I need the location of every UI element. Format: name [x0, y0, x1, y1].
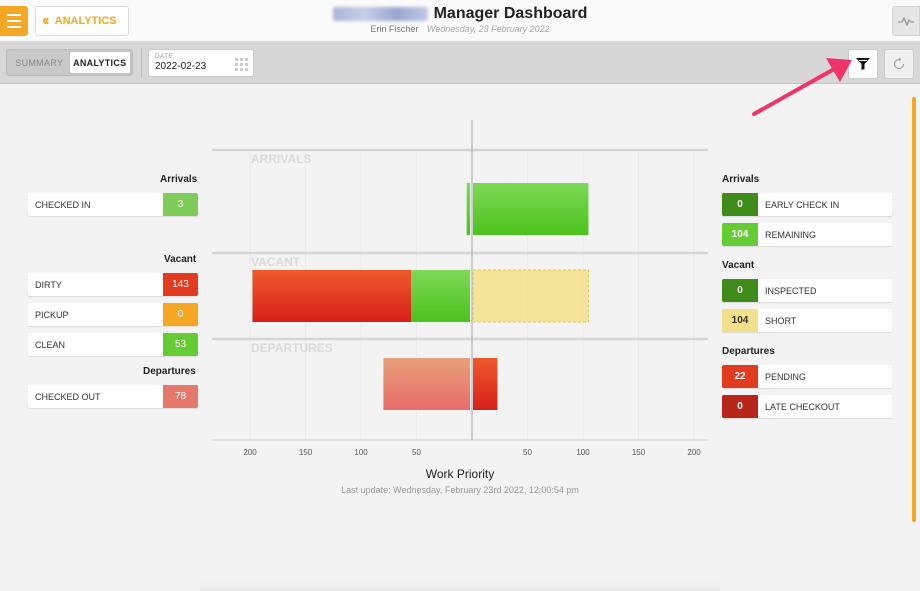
stat-value: 143 [163, 273, 198, 296]
activity-icon [898, 16, 914, 26]
bottom-edge [200, 582, 720, 591]
work-priority-chart: ARRIVALS VACANT DEPARTURES 200 150 100 50 50 100… [212, 120, 708, 457]
date-picker-label: DATE [155, 53, 174, 60]
annotation-arrow-icon [752, 58, 852, 116]
tick-label: 200 [243, 448, 257, 457]
refresh-button[interactable] [884, 49, 914, 79]
date-picker[interactable]: DATE 2022-02-23 [148, 49, 254, 77]
bar-dirty [252, 270, 412, 322]
stat-value: 0 [722, 279, 758, 302]
stat-label: LATE CHECKOUT [765, 401, 840, 412]
stat-value: 0 [722, 193, 758, 216]
left-departures-heading: Departures [143, 366, 196, 377]
stat-value: 78 [163, 385, 198, 408]
tick-label: 50 [412, 448, 421, 457]
stat-row-pending[interactable]: 22 PENDING [722, 365, 892, 388]
stat-row-short[interactable]: 104 SHORT [722, 309, 892, 332]
right-departures-heading: Departures [722, 346, 775, 357]
stat-row-checked-out[interactable]: CHECKED OUT 78 [28, 385, 198, 408]
stat-label: CLEAN [35, 339, 66, 350]
row-label-arrivals: ARRIVALS [251, 152, 311, 166]
hamburger-menu-button[interactable] [0, 6, 28, 36]
header-date: Wednesday, 23 February 2022 [426, 24, 550, 34]
blurred-property-name [332, 7, 428, 21]
bar-clean [411, 270, 470, 322]
calendar-grid-icon [235, 58, 248, 71]
stat-row-inspected[interactable]: 0 INSPECTED [722, 279, 892, 302]
right-arrivals-heading: Arrivals [722, 174, 760, 185]
user-name: Erin Fischer [370, 24, 419, 34]
row-label-departures: DEPARTURES [251, 341, 333, 355]
menu-line-icon [7, 20, 21, 22]
page-title: Manager Dashboard [433, 5, 588, 22]
tick-label: 50 [523, 448, 532, 457]
back-button-label: ANALYTICS [54, 15, 117, 27]
double-chevron-left-icon: ‹‹ [42, 12, 49, 29]
stat-label: DIRTY [35, 279, 62, 290]
stat-row-pickup[interactable]: PICKUP 0 [28, 303, 198, 326]
view-switcher: SUMMARY ANALYTICS [6, 49, 133, 76]
activity-chart-button[interactable] [892, 6, 920, 36]
stat-value: 0 [722, 395, 758, 418]
date-picker-value: 2022-02-23 [155, 61, 207, 72]
refresh-icon [893, 57, 905, 70]
bar-checked-in [466, 183, 470, 235]
menu-line-icon [7, 14, 21, 16]
left-arrivals-heading: Arrivals [160, 174, 198, 185]
back-to-analytics-button[interactable]: ‹‹ ANALYTICS [35, 6, 129, 36]
stat-label: REMAINING [765, 229, 817, 240]
tick-label: 100 [354, 448, 368, 457]
bar-short [472, 269, 589, 323]
bar-remaining [473, 183, 589, 235]
stat-row-late-checkout[interactable]: 0 LATE CHECKOUT [722, 395, 892, 418]
stat-row-early-check-in[interactable]: 0 EARLY CHECK IN [722, 193, 892, 216]
last-update-text: Last update: Wednesday, February 23rd 20… [341, 485, 579, 495]
stat-label: PICKUP [35, 309, 69, 320]
stat-value: 53 [163, 333, 198, 356]
scroll-indicator[interactable] [912, 97, 916, 522]
stat-value: 104 [722, 223, 758, 246]
stat-row-clean[interactable]: CLEAN 53 [28, 333, 198, 356]
chart-title: Work Priority [425, 467, 495, 481]
bar-checked-out [383, 358, 470, 410]
stat-label: PENDING [765, 371, 807, 382]
stat-label: CHECKED IN [35, 199, 91, 210]
stat-value: 104 [722, 309, 758, 332]
page-title-block: Manager Dashboard Erin Fischer Wednesday… [330, 5, 590, 34]
tab-summary[interactable]: SUMMARY [15, 57, 64, 68]
stat-value: 3 [163, 193, 198, 216]
stat-value: 0 [163, 303, 198, 326]
tick-label: 100 [576, 448, 590, 457]
menu-line-icon [7, 26, 21, 28]
right-vacant-heading: Vacant [722, 260, 755, 271]
tab-analytics[interactable]: ANALYTICS [69, 52, 130, 73]
stat-label: CHECKED OUT [35, 391, 101, 402]
stat-value: 22 [722, 365, 758, 388]
stat-label: EARLY CHECK IN [765, 199, 840, 210]
top-bar: ‹‹ ANALYTICS Manager Dashboard Erin Fisc… [0, 0, 920, 42]
stat-label: SHORT [765, 315, 797, 326]
stat-label: INSPECTED [765, 285, 817, 296]
filter-funnel-icon [856, 58, 870, 70]
tick-label: 200 [687, 448, 701, 457]
stat-row-checked-in[interactable]: CHECKED IN 3 [28, 193, 198, 216]
stat-row-remaining[interactable]: 104 REMAINING [722, 223, 892, 246]
toolbar: SUMMARY ANALYTICS DATE 2022-02-23 [0, 42, 920, 84]
tick-label: 150 [299, 448, 313, 457]
stat-row-dirty[interactable]: DIRTY 143 [28, 273, 198, 296]
bar-pending [473, 358, 498, 410]
tick-label: 150 [632, 448, 646, 457]
filter-button[interactable] [848, 49, 878, 79]
left-vacant-heading: Vacant [164, 254, 197, 265]
toolbar-divider [141, 48, 142, 78]
row-label-vacant: VACANT [251, 255, 301, 269]
